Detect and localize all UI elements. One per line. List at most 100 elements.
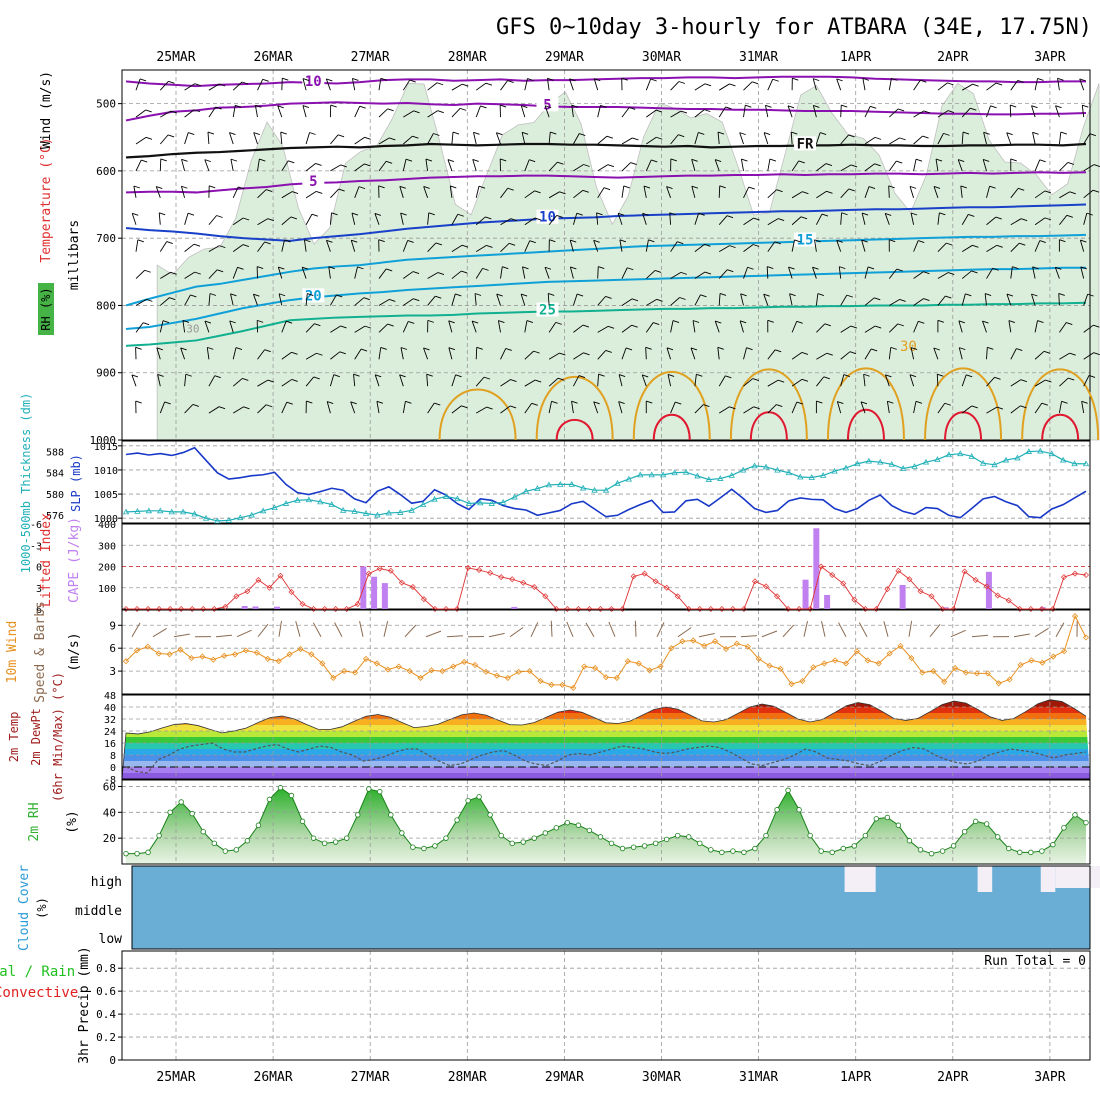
wind-barb-flag [405, 400, 412, 404]
wind-barb-flag [521, 105, 528, 109]
wind-barb [816, 190, 827, 199]
wind-speed-marker [832, 657, 839, 664]
wind-barb [814, 239, 817, 252]
wind-barb [743, 378, 754, 387]
wind-barb-flag [448, 347, 455, 351]
wind-barb-flag [1045, 379, 1052, 383]
wind-barb [571, 105, 574, 118]
wind-barb-flag [994, 376, 1001, 380]
rh-marker [928, 850, 935, 857]
wind-barb-flag [625, 347, 633, 351]
wind-barb-flag [703, 404, 710, 407]
wind-barb-flag [204, 320, 212, 324]
lifted-index-marker [189, 606, 196, 612]
wind-barb-flag [823, 376, 830, 380]
wind-barb [1059, 377, 1069, 387]
rh-marker [1072, 812, 1078, 818]
wind-barb-flag [472, 320, 479, 324]
wind-barb-flag [849, 351, 857, 355]
wind-barb-flag [483, 376, 491, 380]
wind-barb [1034, 379, 1046, 387]
lifted-index-marker [983, 583, 990, 590]
wind-barb-flag [777, 218, 785, 222]
wind-barb-flag [885, 374, 892, 378]
wind-barb [670, 134, 679, 145]
bottom-date-labels: 25MAR 26MAR 27MAR 28MAR 29MAR 30MAR 31MAR 1APR 2… [156, 1070, 1065, 1085]
wind-barb [257, 218, 269, 226]
thickness-marker [294, 496, 301, 503]
wind-barb [1032, 132, 1036, 145]
wind-barb-flag [520, 293, 528, 297]
wind-barb-flag [1032, 266, 1039, 270]
wind-barb-flag [413, 110, 420, 114]
lifted-index-marker [145, 606, 152, 612]
wind-barb-flag [899, 137, 906, 141]
wind-barb [180, 186, 186, 198]
wind-barb [232, 217, 244, 226]
wind-barb [670, 401, 676, 414]
wind-barb-flag [937, 373, 944, 377]
wind-barb-flag [1031, 293, 1038, 297]
wind-barb [159, 401, 166, 414]
wind-barb-flag [328, 266, 335, 270]
wind-barb [232, 244, 244, 253]
wind-barb-flag [943, 132, 950, 136]
wind-speed-marker [722, 645, 730, 653]
wind-barb-flag [821, 213, 829, 217]
thickness-marker [854, 460, 861, 467]
wind-barb-flag [311, 213, 319, 217]
high-cloud-gap [844, 866, 876, 892]
wind-barb-flag [923, 110, 931, 114]
wind-barb [984, 293, 987, 306]
wind-barb [961, 131, 964, 145]
thickness-marker [614, 479, 621, 486]
wind-barb [329, 212, 332, 225]
rh-marker [299, 818, 306, 825]
wind-barb [840, 212, 843, 225]
surface-wind-barb [585, 622, 595, 637]
wind-barb [618, 374, 623, 387]
wind-barb-flag [725, 106, 732, 110]
wind-speed-marker [897, 642, 904, 649]
rh-marker [829, 849, 835, 856]
wind-barb [961, 405, 973, 414]
wind-barb-flag [909, 185, 917, 189]
lifted-index-marker [906, 576, 913, 583]
wind-barb [816, 352, 827, 360]
wind-barb [472, 159, 477, 172]
wind-barb-flag [267, 218, 274, 222]
wind-barb-flag [650, 78, 657, 82]
wind-barb-flag [995, 216, 1002, 220]
wind-barb [374, 374, 380, 387]
wind-barb-flag [194, 271, 201, 275]
wind-barb [135, 136, 147, 145]
wind-barb-flag [238, 186, 245, 190]
wind-barb [548, 322, 557, 333]
wind-barb-flag [215, 106, 222, 110]
wind-barb-flag [922, 135, 929, 139]
wind-barb-flag [692, 320, 700, 323]
wind-barb [475, 245, 487, 253]
date-label: 29MAR [545, 50, 584, 65]
wind-barb [910, 212, 915, 225]
wind-speed-marker [842, 660, 850, 667]
wind-barb [208, 375, 216, 387]
wind-barb-flag [607, 164, 615, 168]
wind-barb [936, 374, 939, 387]
wind-barb [694, 132, 699, 145]
wind-barb [572, 293, 578, 306]
wind-barb [1010, 266, 1013, 279]
surface-wind-barb [566, 621, 574, 637]
lifted-index-marker [409, 584, 416, 591]
lifted-index-marker [365, 570, 372, 577]
wind-barb [714, 320, 720, 333]
wind-barb [573, 164, 584, 172]
wind-barb-flag [653, 322, 660, 325]
wind-barb [451, 270, 462, 279]
wind-barb-flag [262, 78, 269, 82]
wind-barb-flag [253, 293, 260, 297]
wind-barb [621, 298, 633, 306]
wind-speed-marker [188, 655, 195, 662]
wind-barb-flag [474, 293, 482, 296]
